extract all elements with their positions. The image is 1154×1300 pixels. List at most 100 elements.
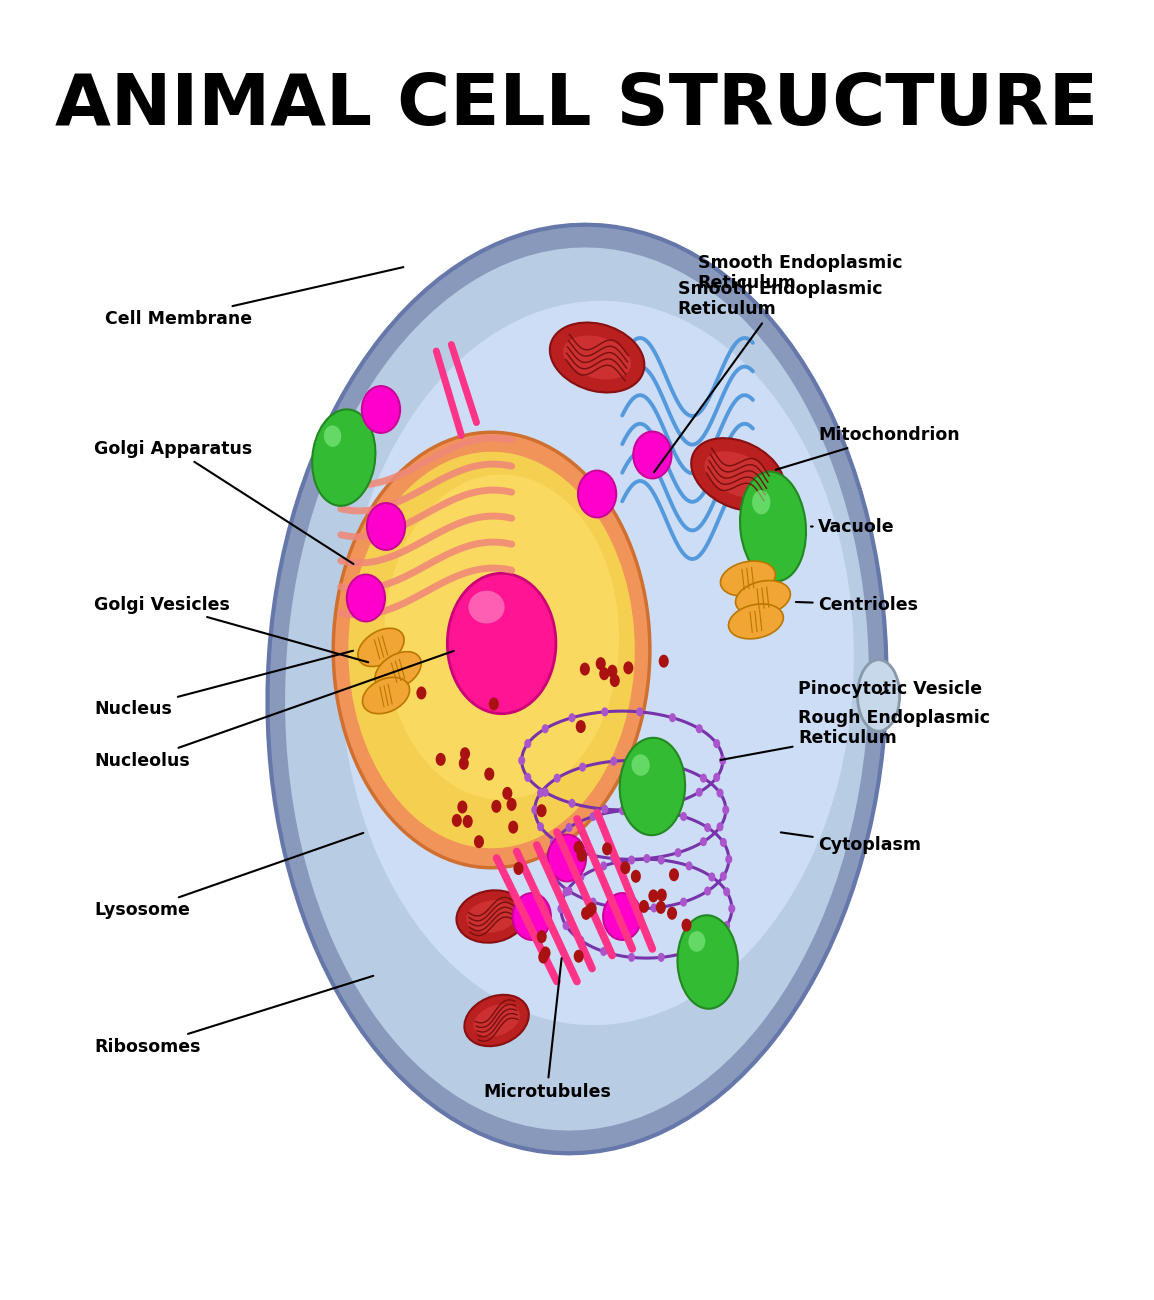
Ellipse shape bbox=[595, 656, 606, 670]
Ellipse shape bbox=[728, 604, 784, 638]
Ellipse shape bbox=[636, 707, 643, 716]
Ellipse shape bbox=[700, 774, 707, 783]
Ellipse shape bbox=[601, 707, 608, 716]
Ellipse shape bbox=[631, 870, 640, 883]
Ellipse shape bbox=[621, 862, 630, 875]
Ellipse shape bbox=[628, 953, 635, 962]
Ellipse shape bbox=[492, 800, 501, 812]
Ellipse shape bbox=[541, 788, 549, 797]
Ellipse shape bbox=[600, 862, 607, 871]
Ellipse shape bbox=[565, 823, 572, 832]
Ellipse shape bbox=[537, 805, 547, 818]
Ellipse shape bbox=[549, 322, 644, 393]
Ellipse shape bbox=[457, 801, 467, 814]
Ellipse shape bbox=[554, 774, 561, 783]
Ellipse shape bbox=[680, 897, 687, 906]
Ellipse shape bbox=[669, 868, 679, 881]
Ellipse shape bbox=[602, 842, 612, 855]
Ellipse shape bbox=[549, 838, 557, 848]
Ellipse shape bbox=[545, 855, 552, 865]
Ellipse shape bbox=[689, 931, 705, 952]
Ellipse shape bbox=[643, 757, 651, 766]
Text: Smooth Endoplasmic
Reticulum: Smooth Endoplasmic Reticulum bbox=[698, 254, 902, 292]
Ellipse shape bbox=[669, 798, 676, 807]
Ellipse shape bbox=[537, 822, 544, 831]
Ellipse shape bbox=[459, 757, 469, 770]
Ellipse shape bbox=[541, 724, 549, 733]
Ellipse shape bbox=[713, 740, 720, 749]
Ellipse shape bbox=[735, 581, 790, 615]
Ellipse shape bbox=[569, 714, 576, 723]
Ellipse shape bbox=[651, 806, 658, 815]
Ellipse shape bbox=[631, 754, 650, 776]
Text: Cell Membrane: Cell Membrane bbox=[105, 266, 404, 328]
Ellipse shape bbox=[610, 757, 617, 766]
Ellipse shape bbox=[578, 471, 616, 517]
Ellipse shape bbox=[577, 936, 584, 945]
Ellipse shape bbox=[531, 805, 538, 814]
Ellipse shape bbox=[562, 920, 570, 930]
Ellipse shape bbox=[740, 472, 805, 581]
Ellipse shape bbox=[375, 651, 421, 690]
Ellipse shape bbox=[657, 889, 667, 902]
Ellipse shape bbox=[658, 855, 665, 865]
Ellipse shape bbox=[469, 590, 504, 624]
Ellipse shape bbox=[340, 300, 854, 1026]
Ellipse shape bbox=[700, 837, 707, 846]
Text: Centrioles: Centrioles bbox=[796, 595, 919, 614]
Ellipse shape bbox=[639, 900, 649, 913]
Ellipse shape bbox=[448, 573, 556, 714]
Ellipse shape bbox=[577, 872, 584, 881]
Ellipse shape bbox=[704, 887, 711, 896]
Text: ANIMAL CELL STRUCTURE: ANIMAL CELL STRUCTURE bbox=[55, 72, 1099, 140]
Ellipse shape bbox=[574, 950, 584, 963]
Text: Rough Endoplasmic
Reticulum: Rough Endoplasmic Reticulum bbox=[720, 708, 990, 760]
Ellipse shape bbox=[579, 763, 586, 772]
Ellipse shape bbox=[680, 812, 687, 822]
Ellipse shape bbox=[540, 946, 550, 959]
Text: Lysosome: Lysosome bbox=[95, 833, 364, 919]
Text: Golgi Vesicles: Golgi Vesicles bbox=[95, 595, 368, 662]
Ellipse shape bbox=[384, 474, 619, 800]
Ellipse shape bbox=[709, 936, 715, 945]
Ellipse shape bbox=[489, 697, 499, 710]
Ellipse shape bbox=[565, 887, 572, 896]
Ellipse shape bbox=[362, 677, 410, 714]
Ellipse shape bbox=[563, 335, 631, 380]
Ellipse shape bbox=[569, 798, 576, 807]
Ellipse shape bbox=[507, 798, 517, 811]
Ellipse shape bbox=[579, 848, 586, 857]
Ellipse shape bbox=[717, 789, 724, 798]
Ellipse shape bbox=[725, 855, 733, 865]
Ellipse shape bbox=[285, 247, 869, 1131]
Ellipse shape bbox=[367, 503, 405, 550]
Ellipse shape bbox=[674, 763, 682, 772]
Ellipse shape bbox=[722, 805, 729, 814]
Ellipse shape bbox=[677, 915, 737, 1009]
Ellipse shape bbox=[720, 562, 775, 595]
Ellipse shape bbox=[601, 805, 608, 814]
Ellipse shape bbox=[524, 772, 531, 781]
Ellipse shape bbox=[514, 862, 524, 875]
Ellipse shape bbox=[537, 789, 544, 798]
Ellipse shape bbox=[610, 854, 617, 863]
Ellipse shape bbox=[347, 575, 385, 621]
Ellipse shape bbox=[724, 888, 730, 897]
Ellipse shape bbox=[590, 812, 597, 822]
Ellipse shape bbox=[724, 920, 730, 930]
Ellipse shape bbox=[682, 919, 691, 932]
Ellipse shape bbox=[512, 893, 550, 940]
Ellipse shape bbox=[628, 855, 635, 865]
Ellipse shape bbox=[609, 673, 620, 686]
Ellipse shape bbox=[604, 893, 642, 940]
Ellipse shape bbox=[620, 738, 685, 835]
Text: Microtubules: Microtubules bbox=[482, 958, 610, 1101]
Ellipse shape bbox=[728, 905, 735, 913]
Ellipse shape bbox=[524, 740, 531, 749]
Ellipse shape bbox=[451, 814, 462, 827]
Ellipse shape bbox=[457, 891, 526, 942]
Text: Nucleolus: Nucleolus bbox=[95, 651, 454, 770]
Text: Golgi Apparatus: Golgi Apparatus bbox=[95, 439, 353, 564]
Ellipse shape bbox=[720, 838, 727, 848]
Ellipse shape bbox=[623, 662, 634, 675]
